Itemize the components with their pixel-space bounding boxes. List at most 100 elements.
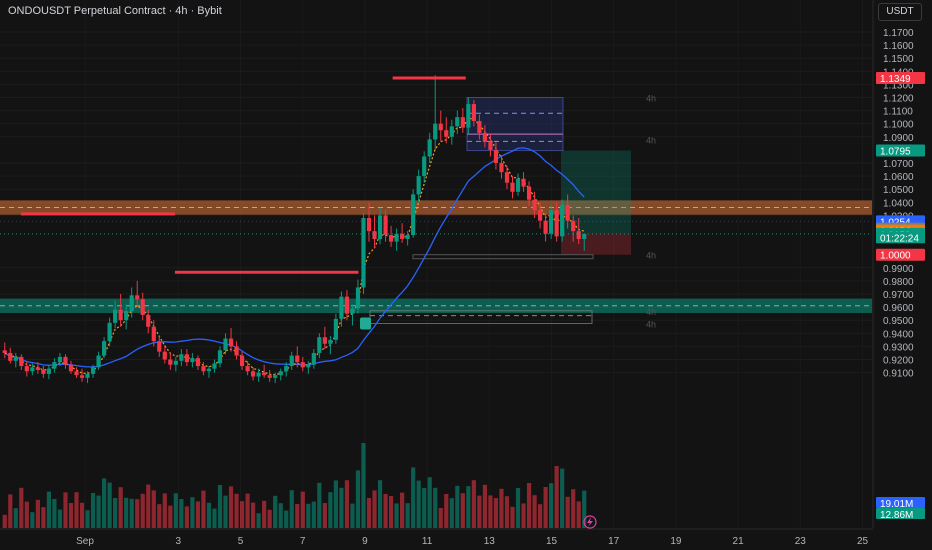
volume-bar — [135, 499, 140, 528]
candle-body — [400, 233, 405, 239]
candle-body — [383, 215, 388, 236]
candle-body — [273, 375, 278, 378]
volume-bar — [267, 509, 272, 528]
volume-bar — [228, 486, 234, 528]
candle-body — [201, 366, 206, 372]
candle-body — [366, 218, 372, 232]
volume-bar — [444, 494, 449, 528]
volume-label: 19.01M — [880, 499, 913, 510]
candle-body — [85, 373, 90, 378]
volume-bar — [256, 513, 261, 528]
price-label-bg — [876, 144, 925, 157]
volume-bar — [477, 495, 482, 528]
y-tick-label: 0.9500 — [883, 316, 914, 327]
volume-bar — [201, 490, 206, 528]
volume-bar — [515, 488, 521, 528]
volume-bar — [129, 498, 134, 528]
volume-bar — [576, 501, 581, 528]
candle-body — [30, 367, 35, 372]
candle-body — [488, 142, 493, 150]
candle-body — [284, 366, 289, 372]
candle-body — [113, 309, 118, 323]
candle-body — [322, 337, 327, 344]
volume-bar — [41, 507, 46, 528]
candle-body — [455, 117, 460, 127]
volume-bar — [206, 502, 212, 528]
candle-body — [118, 309, 123, 321]
timeframe-tag: 4h — [646, 135, 656, 145]
candle-body — [460, 117, 465, 128]
volume-bar — [317, 482, 322, 528]
candle-body — [344, 296, 350, 314]
y-tick-label: 1.1000 — [883, 120, 914, 131]
price-label: 01:22:24 — [880, 233, 919, 244]
candle-body — [333, 318, 338, 340]
candle-body — [394, 233, 399, 242]
candle-body — [223, 338, 228, 351]
y-tick-label: 0.9600 — [883, 303, 914, 314]
candle-body — [300, 362, 305, 368]
candle-body — [471, 104, 476, 122]
x-tick-label: 7 — [300, 536, 306, 547]
candle-body — [350, 308, 355, 314]
y-tick-label: 1.1700 — [883, 28, 914, 39]
candle-body — [571, 220, 576, 232]
candle-body — [565, 204, 570, 221]
candle-body — [63, 356, 68, 365]
volume-bar — [8, 494, 13, 528]
candle-body — [532, 199, 537, 211]
volume-bar — [273, 495, 278, 528]
candle-body — [328, 339, 333, 344]
candle-body — [339, 296, 344, 319]
y-tick-label: 1.0900 — [883, 133, 914, 144]
volume-bar — [13, 508, 18, 528]
candle-body — [79, 375, 85, 378]
candle-body — [129, 295, 134, 312]
candle-body — [388, 235, 394, 242]
candle-body — [377, 215, 383, 239]
candle-body — [482, 132, 487, 143]
candle-body — [504, 172, 510, 183]
volume-layer — [2, 443, 587, 528]
volume-bar — [438, 508, 443, 528]
candle-body — [239, 355, 245, 367]
x-tick-label: 23 — [795, 536, 807, 547]
volume-bar — [493, 498, 499, 528]
candle-body — [438, 123, 443, 131]
volume-bar — [355, 470, 361, 528]
volume-label: 12.86M — [880, 510, 913, 521]
volume-bar — [388, 496, 394, 528]
candle-body — [162, 351, 167, 360]
x-tick-label: 19 — [670, 536, 682, 547]
candle-body — [146, 314, 151, 327]
volume-bar — [179, 499, 184, 528]
volume-bar — [278, 503, 283, 528]
currency-button[interactable]: USDT — [878, 3, 922, 21]
volume-bar — [212, 508, 217, 528]
volume-bar — [46, 491, 52, 528]
candle-body — [251, 371, 256, 377]
candle-body — [52, 362, 57, 369]
volume-bar — [411, 467, 416, 528]
price-axis — [873, 0, 932, 550]
volume-bar — [521, 503, 526, 528]
volume-bar — [488, 495, 493, 528]
volume-bar — [284, 510, 289, 528]
y-tick-label: 0.9400 — [883, 329, 914, 340]
candle-body — [278, 371, 283, 376]
chart-title: ONDOUSDT Perpetual Contract · 4h · Bybit — [8, 5, 222, 17]
volume-bar — [184, 506, 189, 528]
volume-bar — [52, 499, 57, 528]
candle-body — [24, 366, 29, 372]
volume-bar — [361, 443, 366, 528]
x-tick-label: 9 — [362, 536, 368, 547]
timeframe-tag: 4h — [646, 94, 656, 104]
candle-body — [537, 210, 543, 221]
y-tick-label: 1.0500 — [883, 185, 914, 196]
candle-body — [422, 156, 427, 177]
y-tick-label: 0.9900 — [883, 264, 914, 275]
timeframe-tag: 4h — [646, 251, 656, 261]
volume-bar — [190, 497, 195, 528]
volume-bar — [394, 503, 399, 528]
